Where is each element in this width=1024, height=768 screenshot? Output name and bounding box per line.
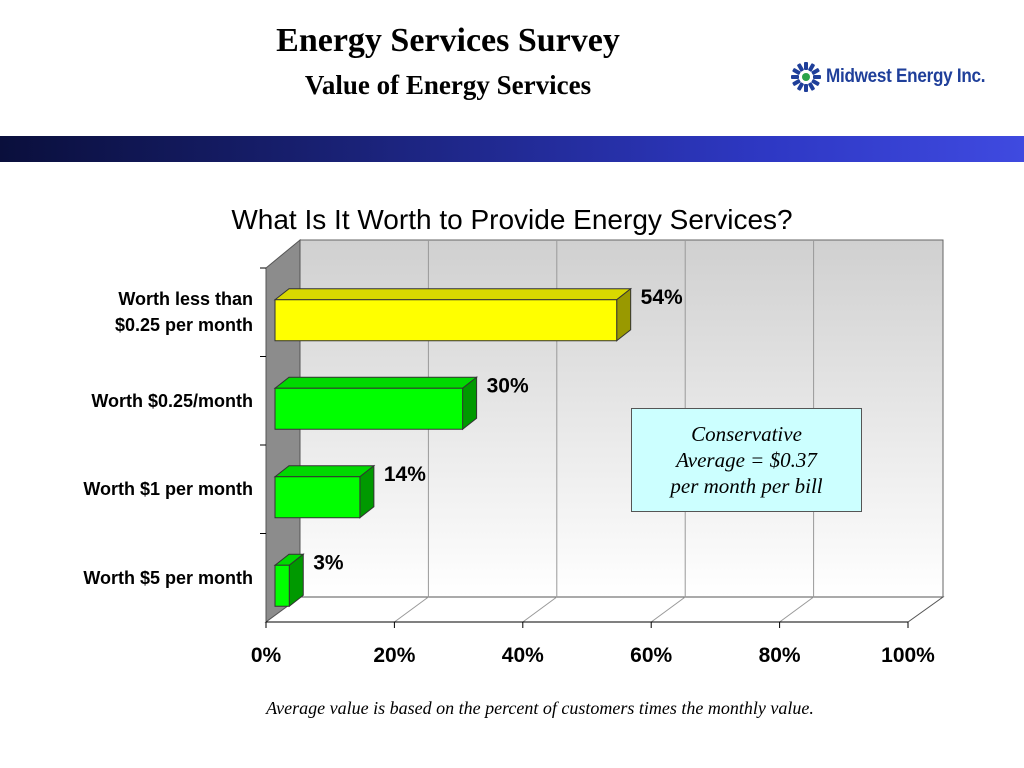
x-tick-label: 80% [759,644,801,667]
chart-floor [264,596,945,623]
bar-front-face [274,299,618,342]
floor-gridline [650,596,686,623]
note-line-3: per month per bill [670,474,823,498]
floor-gridline [394,596,429,623]
value-label: 30% [487,374,529,397]
category-label: Worth $5 per month [0,565,253,591]
category-label: Worth $1 per month [0,476,253,502]
category-label-line: $0.25 per month [114,315,253,336]
x-tick-label: 100% [881,644,935,667]
category-label-line: Worth less than [118,289,253,310]
bar-top-face [273,465,376,478]
floor-gridline [779,596,814,623]
bar-3 [273,553,305,608]
bar-front-face [274,564,290,607]
x-tick-label: 40% [502,644,544,667]
x-tick-label: 0% [251,644,282,667]
category-label-line: Worth $5 per month [83,567,253,588]
category-label: Worth less than $0.25 per month [0,286,253,338]
average-note-box: Conservative Average = $0.37 per month p… [631,408,862,512]
sunburst-icon [791,62,821,92]
category-label-line: Worth $1 per month [83,479,253,500]
x-tick-label: 20% [373,644,415,667]
bar-1 [273,376,479,431]
category-label-line: Worth $0.25/month [91,390,253,411]
bar-front-face [274,476,361,519]
bar-front-face [274,387,464,430]
header-band [0,136,1024,162]
bar-2 [273,464,376,519]
page-subtitle: Value of Energy Services [304,70,592,100]
chart-title: What Is It Worth to Provide Energy Servi… [231,204,793,235]
logo-text: Midwest Energy Inc. [826,66,986,87]
floor-gridline [522,596,558,623]
company-logo: Midwest Energy Inc. [790,60,1003,94]
value-label: 14% [384,463,426,486]
value-label: 3% [313,551,344,574]
note-line-2: Average = $0.37 [676,448,817,472]
x-tick-label: 60% [630,644,672,667]
bar-top-face [273,376,479,389]
note-line-1: Conservative [691,422,802,446]
page-title: Energy Services Survey [276,22,620,59]
bar-0 [273,287,633,342]
value-label: 54% [641,286,683,309]
footnote: Average value is based on the percent of… [266,698,814,718]
bar-top-face [273,288,633,301]
category-label: Worth $0.25/month [0,388,253,414]
